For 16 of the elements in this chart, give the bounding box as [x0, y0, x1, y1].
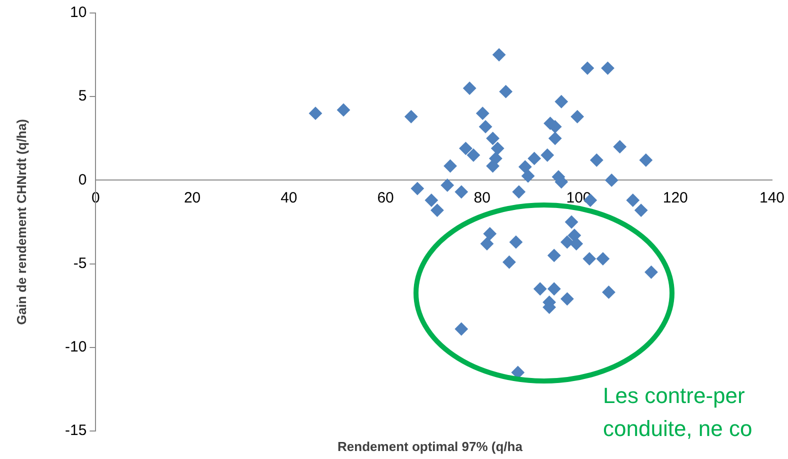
y-tick-label: -5 [73, 254, 87, 272]
x-tick-label: 80 [474, 189, 490, 206]
y-tick-label: 10 [70, 4, 87, 22]
x-tick-label: 120 [662, 189, 688, 206]
x-axis-title: Rendement optimal 97% (q/ha [338, 439, 524, 454]
y-tick-label: 5 [78, 88, 87, 105]
x-tick-label: 140 [759, 189, 785, 206]
x-tick-label: 60 [377, 189, 394, 206]
y-tick-label: -15 [64, 422, 87, 440]
annotation: Les contre-per [603, 383, 745, 409]
x-tick-label: 40 [280, 189, 298, 206]
y-tick-label: 0 [78, 171, 87, 188]
x-tick-label: 20 [184, 189, 201, 206]
annotation: conduite, ne co [603, 416, 752, 442]
y-tick-label: -10 [64, 338, 87, 356]
y-axis-title: Gain de rendement CHNrdt (q/ha) [14, 119, 29, 325]
